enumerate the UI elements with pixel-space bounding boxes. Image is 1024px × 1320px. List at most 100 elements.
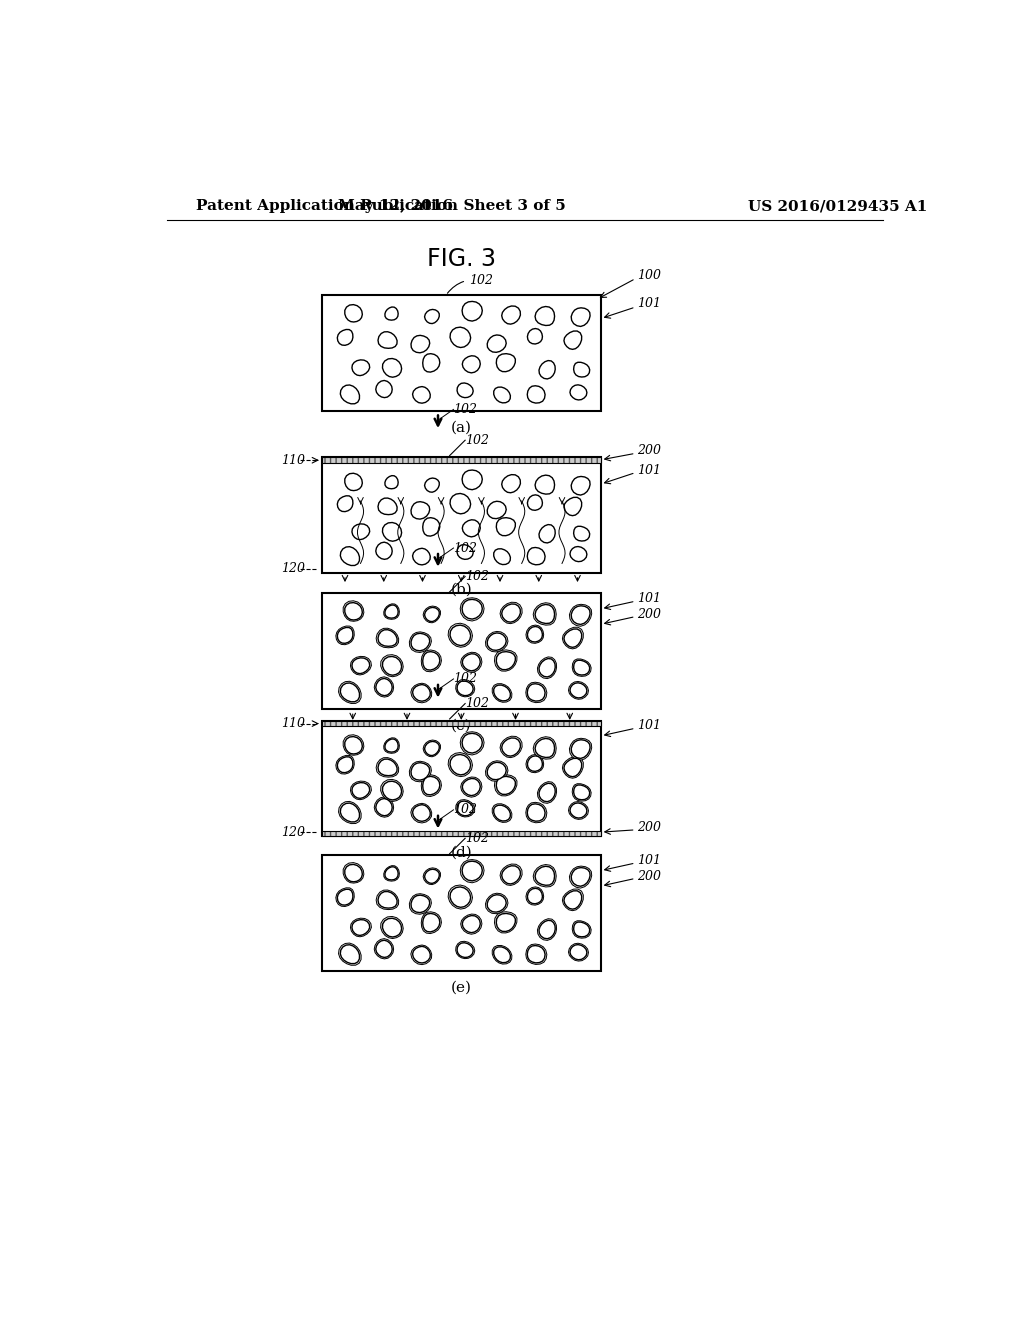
Polygon shape xyxy=(536,605,555,623)
Polygon shape xyxy=(378,759,397,776)
Polygon shape xyxy=(384,866,399,882)
Bar xyxy=(322,296,601,411)
Polygon shape xyxy=(376,628,398,648)
Polygon shape xyxy=(423,354,440,372)
Polygon shape xyxy=(460,598,484,620)
Polygon shape xyxy=(494,805,510,821)
Polygon shape xyxy=(570,803,587,818)
Polygon shape xyxy=(500,602,522,623)
Polygon shape xyxy=(495,775,517,796)
Polygon shape xyxy=(570,945,587,960)
Polygon shape xyxy=(494,685,510,701)
Polygon shape xyxy=(413,387,430,403)
Polygon shape xyxy=(494,946,510,962)
Polygon shape xyxy=(534,737,556,759)
Polygon shape xyxy=(411,684,432,702)
Polygon shape xyxy=(534,603,556,626)
Polygon shape xyxy=(352,360,370,376)
Polygon shape xyxy=(526,755,544,772)
Polygon shape xyxy=(376,543,392,560)
Polygon shape xyxy=(539,524,555,543)
Text: 200: 200 xyxy=(637,445,662,458)
Polygon shape xyxy=(527,804,545,821)
Polygon shape xyxy=(385,308,398,321)
Polygon shape xyxy=(423,652,440,671)
Polygon shape xyxy=(536,866,555,886)
Polygon shape xyxy=(376,890,398,909)
Polygon shape xyxy=(381,916,403,939)
Polygon shape xyxy=(569,866,592,888)
Polygon shape xyxy=(536,306,555,326)
Polygon shape xyxy=(564,331,582,350)
Polygon shape xyxy=(345,603,362,620)
Polygon shape xyxy=(525,803,547,822)
Polygon shape xyxy=(378,498,397,515)
Polygon shape xyxy=(497,517,515,536)
Polygon shape xyxy=(421,649,441,672)
Polygon shape xyxy=(421,912,441,933)
Polygon shape xyxy=(527,627,543,642)
Polygon shape xyxy=(564,891,582,909)
Polygon shape xyxy=(374,797,393,817)
Polygon shape xyxy=(383,359,401,378)
Polygon shape xyxy=(527,945,545,962)
Polygon shape xyxy=(411,634,430,651)
Polygon shape xyxy=(410,762,431,781)
Polygon shape xyxy=(385,867,398,880)
Text: 101: 101 xyxy=(637,463,662,477)
Polygon shape xyxy=(374,677,393,697)
Text: (d): (d) xyxy=(451,846,472,859)
Polygon shape xyxy=(413,548,430,565)
Polygon shape xyxy=(526,626,544,643)
Text: 120: 120 xyxy=(282,825,305,838)
Polygon shape xyxy=(339,681,361,704)
Text: 101: 101 xyxy=(637,719,662,733)
Polygon shape xyxy=(383,656,401,676)
Polygon shape xyxy=(573,785,590,800)
Polygon shape xyxy=(376,380,392,397)
Polygon shape xyxy=(462,470,482,490)
Text: 102: 102 xyxy=(454,804,477,816)
Polygon shape xyxy=(376,940,392,957)
Polygon shape xyxy=(460,859,484,883)
Polygon shape xyxy=(462,356,480,372)
Polygon shape xyxy=(411,335,430,352)
Polygon shape xyxy=(493,804,512,822)
Polygon shape xyxy=(571,867,590,886)
Polygon shape xyxy=(539,783,555,801)
Polygon shape xyxy=(337,496,353,512)
Polygon shape xyxy=(460,731,484,755)
Text: May 12, 2016  Sheet 3 of 5: May 12, 2016 Sheet 3 of 5 xyxy=(338,199,566,213)
Polygon shape xyxy=(411,945,432,965)
Polygon shape xyxy=(462,301,482,321)
Text: 200: 200 xyxy=(637,870,662,883)
Polygon shape xyxy=(376,678,392,696)
Polygon shape xyxy=(450,494,471,513)
Polygon shape xyxy=(457,801,473,816)
Polygon shape xyxy=(564,630,582,647)
Polygon shape xyxy=(450,887,471,907)
Polygon shape xyxy=(449,752,472,776)
Polygon shape xyxy=(411,763,430,780)
Text: Patent Application Publication: Patent Application Publication xyxy=(197,199,458,213)
Polygon shape xyxy=(337,330,353,346)
Polygon shape xyxy=(425,478,439,492)
Polygon shape xyxy=(500,737,522,758)
Polygon shape xyxy=(350,656,372,675)
Polygon shape xyxy=(527,385,545,403)
Polygon shape xyxy=(385,605,398,618)
Polygon shape xyxy=(570,682,587,698)
Polygon shape xyxy=(384,603,399,619)
Polygon shape xyxy=(457,383,473,397)
Polygon shape xyxy=(383,781,401,800)
Text: (e): (e) xyxy=(451,981,472,995)
Polygon shape xyxy=(343,601,364,622)
Polygon shape xyxy=(572,784,591,801)
Polygon shape xyxy=(449,623,472,647)
Polygon shape xyxy=(457,681,473,696)
Polygon shape xyxy=(456,680,475,697)
Polygon shape xyxy=(350,781,372,800)
Polygon shape xyxy=(494,549,510,565)
Polygon shape xyxy=(352,920,370,936)
Polygon shape xyxy=(564,498,582,516)
